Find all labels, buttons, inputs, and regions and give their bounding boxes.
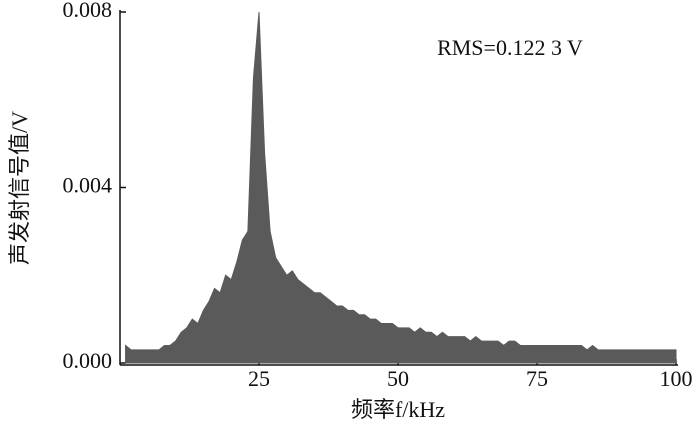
y-tick-label: 0.000 <box>63 348 113 373</box>
spectrum-area <box>125 11 677 364</box>
x-tick-label: 75 <box>526 366 548 391</box>
annotation: RMS=0.122 3 V <box>437 35 583 60</box>
x-axis-label: 频率f/kHz <box>351 397 445 422</box>
x-tick-label: 25 <box>248 366 270 391</box>
x-tick-label: 100 <box>660 366 693 391</box>
x-tick-label: 50 <box>387 366 409 391</box>
y-tick-label: 0.004 <box>63 173 113 198</box>
y-tick-label: 0.008 <box>63 0 113 22</box>
y-axis-label: 声发射信号值/V <box>7 111 32 265</box>
